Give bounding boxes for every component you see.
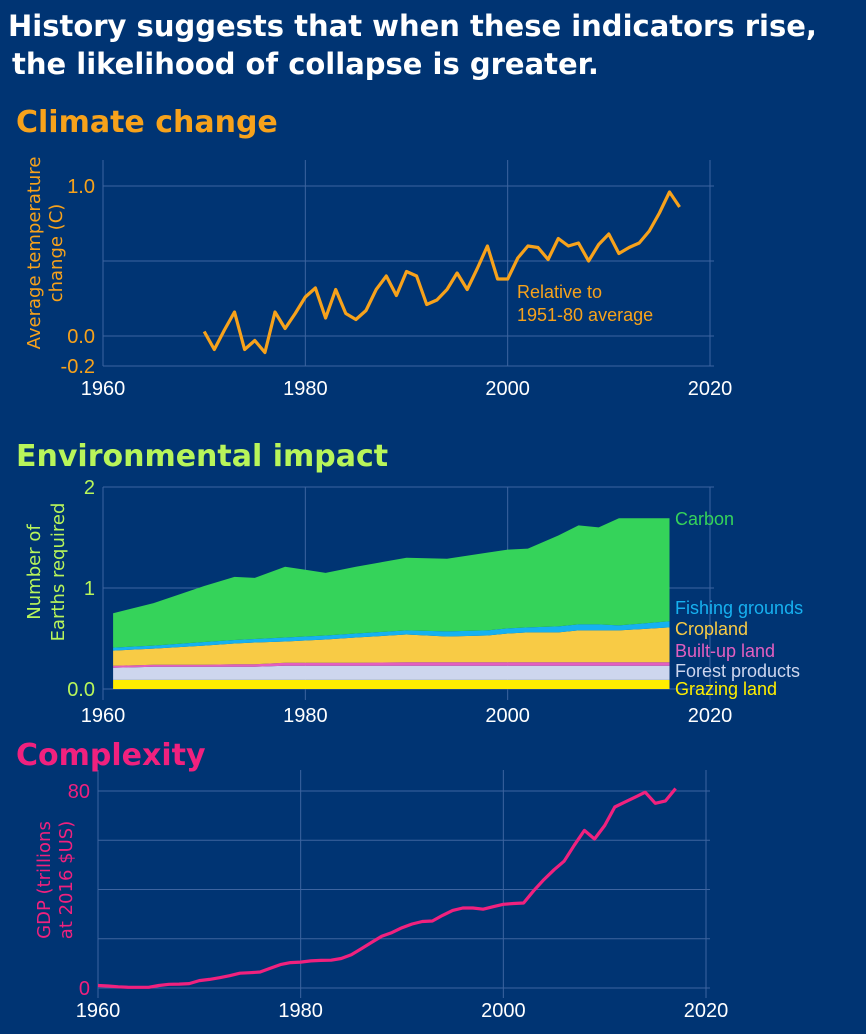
y-tick-label: 2	[84, 477, 95, 499]
data-line	[97, 787, 677, 989]
page-title-line-1: History suggests that when these indicat…	[8, 9, 817, 43]
x-tick-label: 1980	[283, 705, 328, 727]
x-tick-label: 1980	[283, 378, 328, 400]
x-tick-label: 2020	[684, 1000, 729, 1022]
climate-change-title: Climate change	[16, 105, 278, 140]
x-tick-label: 2020	[688, 378, 733, 400]
x-tick-label: 2000	[485, 705, 530, 727]
x-tick-label: 2000	[481, 1000, 526, 1022]
legend-label-built-up-land: Built-up land	[675, 641, 775, 661]
y-tick-label: -0.2	[61, 356, 95, 378]
x-tick-label: 1960	[81, 378, 126, 400]
environmental-impact-chart: Environmental impact 1960 1980 2000 2020 2 1 0…	[16, 439, 803, 727]
complexity-title: Complexity	[16, 738, 206, 773]
y-tick-label: 0.0	[67, 679, 95, 701]
y-axis-label-line-2: at 2016 $US)	[56, 821, 77, 939]
climate-change-chart: Climate change 1960 1980 2000 2020 1.0 0.0 -0.…	[16, 105, 732, 400]
area-forest-products	[113, 665, 670, 680]
x-tick-label: 1960	[76, 1000, 121, 1022]
y-axis-label-line-2: change (C)	[46, 204, 67, 303]
legend-label-carbon: Carbon	[675, 509, 734, 529]
y-tick-label: 0	[79, 978, 90, 1000]
data-line	[202, 190, 681, 355]
area-built-up-land	[113, 662, 670, 668]
y-tick-label: 1	[84, 578, 95, 600]
legend-label-cropland: Cropland	[675, 619, 748, 639]
area-carbon	[113, 518, 670, 648]
legend-label-fishing-grounds: Fishing grounds	[675, 598, 803, 618]
complexity-chart: Complexity 1960 1980 2000 2020 80 0 GDP (tril…	[16, 738, 728, 1022]
page-title-line-2: the likelihood of collapse is greater.	[12, 47, 599, 81]
area-cropland	[113, 627, 670, 666]
x-tick-label: 2020	[688, 705, 733, 727]
area-grazing-land	[113, 679, 670, 689]
y-axis-label-line-2: Earths required	[48, 503, 69, 642]
y-tick-label: 80	[68, 781, 90, 803]
environmental-impact-title: Environmental impact	[16, 439, 388, 474]
area-fishing-grounds	[113, 621, 670, 651]
legend-label-forest-products: Forest products	[675, 661, 800, 681]
annotation-line-1: Relative to	[517, 282, 602, 302]
y-tick-label: 1.0	[67, 176, 95, 198]
x-tick-label: 1980	[278, 1000, 323, 1022]
y-tick-label: 0.0	[67, 326, 95, 348]
y-axis-label-line-1: Number of	[24, 524, 45, 620]
x-tick-label: 1960	[81, 705, 126, 727]
annotation-line-2: 1951-80 average	[517, 305, 653, 325]
y-axis-label-line-1: GDP (trillions	[34, 821, 55, 939]
legend-label-grazing-land: Grazing land	[675, 679, 777, 699]
x-tick-label: 2000	[485, 378, 530, 400]
y-axis-label-line-1: Average temperature	[24, 157, 45, 350]
